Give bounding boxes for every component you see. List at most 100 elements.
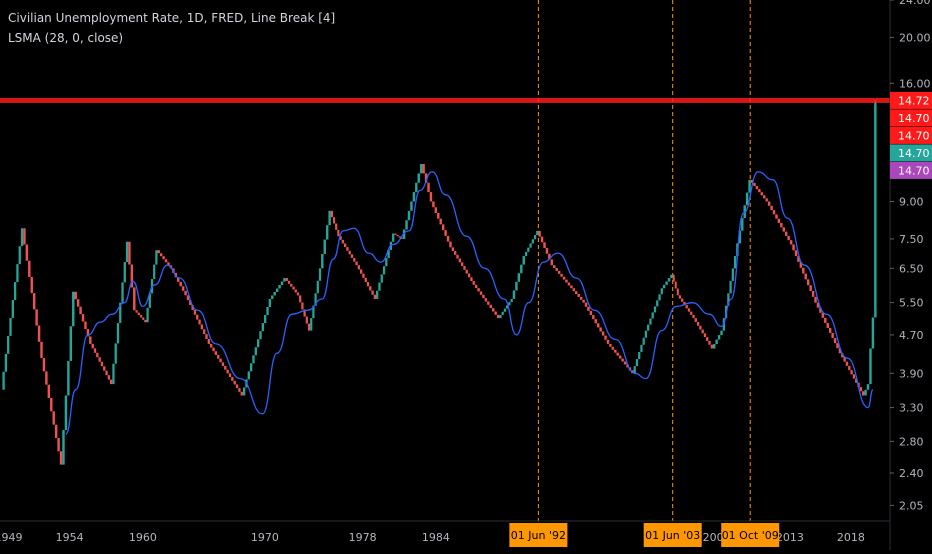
brick-up bbox=[256, 339, 260, 348]
brick-down bbox=[767, 201, 771, 206]
brick-down bbox=[221, 362, 225, 367]
indicator-label[interactable]: LSMA (28, 0, close) bbox=[8, 31, 124, 45]
brick-down bbox=[89, 336, 92, 344]
brick-down bbox=[550, 259, 554, 266]
brick-up bbox=[717, 335, 721, 340]
brick-down bbox=[782, 227, 786, 232]
brick-down bbox=[307, 323, 311, 331]
brick-up bbox=[271, 295, 274, 299]
brick-down bbox=[366, 282, 370, 287]
brick-down bbox=[599, 327, 602, 332]
brick-down bbox=[296, 292, 300, 296]
brick-down bbox=[594, 319, 597, 324]
brick-down bbox=[219, 358, 222, 363]
brick-up bbox=[4, 353, 8, 372]
brick-down bbox=[496, 314, 500, 319]
marker-label: 01 Jun '92 bbox=[511, 529, 566, 542]
brick-down bbox=[198, 319, 201, 325]
brick-down bbox=[460, 262, 464, 267]
brick-down bbox=[353, 257, 356, 262]
x-tick-label: 1949 bbox=[0, 531, 23, 544]
brick-up bbox=[412, 192, 416, 202]
brick-up bbox=[323, 239, 326, 254]
brick-down bbox=[343, 243, 347, 248]
brick-up bbox=[16, 264, 19, 283]
brick-up bbox=[146, 307, 149, 323]
brick-up bbox=[62, 430, 65, 465]
brick-down bbox=[843, 357, 846, 362]
brick-up bbox=[72, 291, 75, 327]
brick-down bbox=[37, 325, 41, 342]
brick-up bbox=[748, 179, 751, 193]
brick-down bbox=[305, 316, 308, 324]
brick-up bbox=[249, 363, 253, 372]
y-tick-label: 2.05 bbox=[899, 499, 924, 512]
brick-up bbox=[259, 331, 262, 340]
brick-down bbox=[100, 361, 104, 367]
brick-down bbox=[162, 256, 165, 260]
brick-down bbox=[128, 241, 131, 265]
brick-down bbox=[105, 370, 108, 376]
time-axis[interactable]: 194919541960197019781984200720132018 bbox=[0, 531, 865, 544]
brick-down bbox=[362, 273, 365, 278]
x-tick-label: 2018 bbox=[837, 531, 865, 544]
brick-down bbox=[555, 268, 558, 271]
brick-down bbox=[437, 212, 440, 219]
brick-up bbox=[651, 312, 654, 319]
brick-up bbox=[667, 278, 671, 282]
y-tick-label: 2.80 bbox=[899, 435, 924, 448]
brick-down bbox=[777, 218, 781, 223]
brick-down bbox=[364, 277, 367, 283]
brick-down bbox=[760, 192, 764, 196]
brick-down bbox=[422, 164, 425, 174]
brick-down bbox=[587, 306, 590, 311]
brick-up bbox=[376, 290, 379, 299]
brick-up bbox=[517, 273, 521, 282]
x-tick-label: 1970 bbox=[251, 531, 279, 544]
brick-up bbox=[7, 335, 10, 354]
brick-up bbox=[252, 355, 255, 364]
brick-down bbox=[346, 247, 349, 251]
price-axis[interactable]: 24.00 20.00 16.00 9.00 7.50 6.50 5.50 4.70 3.90 3… bbox=[890, 0, 931, 512]
y-tick-label: 2.40 bbox=[899, 467, 924, 480]
brick-down bbox=[196, 314, 199, 320]
brick-down bbox=[575, 291, 578, 295]
brick-down bbox=[831, 332, 834, 339]
brick-up bbox=[254, 347, 257, 356]
brick-down bbox=[477, 288, 480, 292]
brick-down bbox=[465, 269, 468, 274]
brick-down bbox=[838, 348, 842, 354]
brick-up bbox=[20, 228, 24, 247]
brick-down bbox=[538, 230, 541, 237]
brick-down bbox=[787, 235, 790, 241]
brick-down bbox=[86, 328, 90, 337]
brick-down bbox=[285, 278, 288, 281]
brick-up bbox=[148, 293, 151, 308]
brick-down bbox=[179, 281, 182, 287]
brick-down bbox=[589, 310, 593, 316]
horizontal-line[interactable] bbox=[0, 97, 890, 103]
brick-up bbox=[273, 291, 276, 296]
brick-down bbox=[341, 239, 344, 244]
brick-up bbox=[527, 247, 530, 252]
brick-down bbox=[303, 309, 306, 317]
brick-up bbox=[712, 344, 716, 349]
brick-up bbox=[649, 318, 652, 325]
brick-down bbox=[703, 333, 707, 338]
brick-down bbox=[446, 235, 450, 242]
brick-up bbox=[64, 395, 68, 431]
brick-down bbox=[81, 314, 85, 322]
brick-up bbox=[731, 268, 734, 281]
brick-down bbox=[579, 296, 583, 300]
brick-down bbox=[50, 398, 53, 412]
brick-down bbox=[841, 353, 844, 358]
chart-title[interactable]: Civilian Unemployment Rate, 1D, FRED, Li… bbox=[8, 11, 336, 25]
brick-up bbox=[280, 281, 284, 286]
brick-down bbox=[492, 308, 495, 312]
brick-down bbox=[696, 321, 700, 326]
brick-down bbox=[484, 298, 488, 302]
brick-down bbox=[369, 286, 372, 291]
brick-down bbox=[821, 312, 825, 318]
